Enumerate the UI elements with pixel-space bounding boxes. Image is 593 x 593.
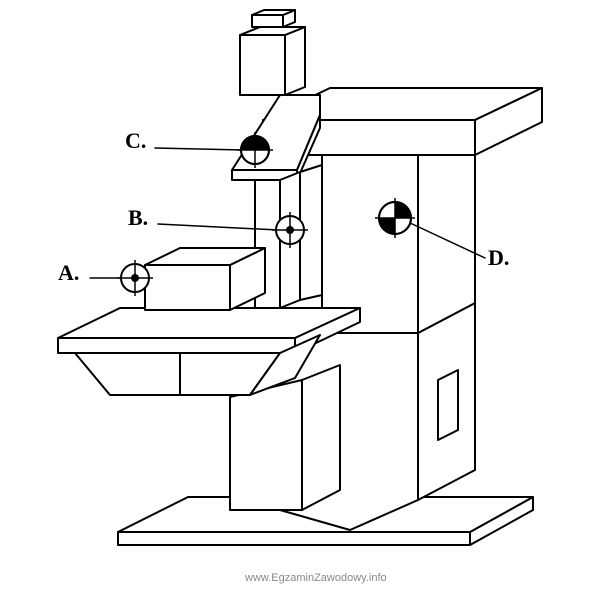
watermark-text: www.EgzaminZawodowy.info xyxy=(245,572,387,584)
label-d: D. xyxy=(488,245,509,271)
label-a: A. xyxy=(58,260,79,286)
label-c: C. xyxy=(125,128,146,154)
machine-svg xyxy=(0,0,593,588)
milling-machine-diagram: A. B. C. D. www.EgzaminZawodowy.info xyxy=(0,0,593,588)
label-b: B. xyxy=(128,205,148,231)
